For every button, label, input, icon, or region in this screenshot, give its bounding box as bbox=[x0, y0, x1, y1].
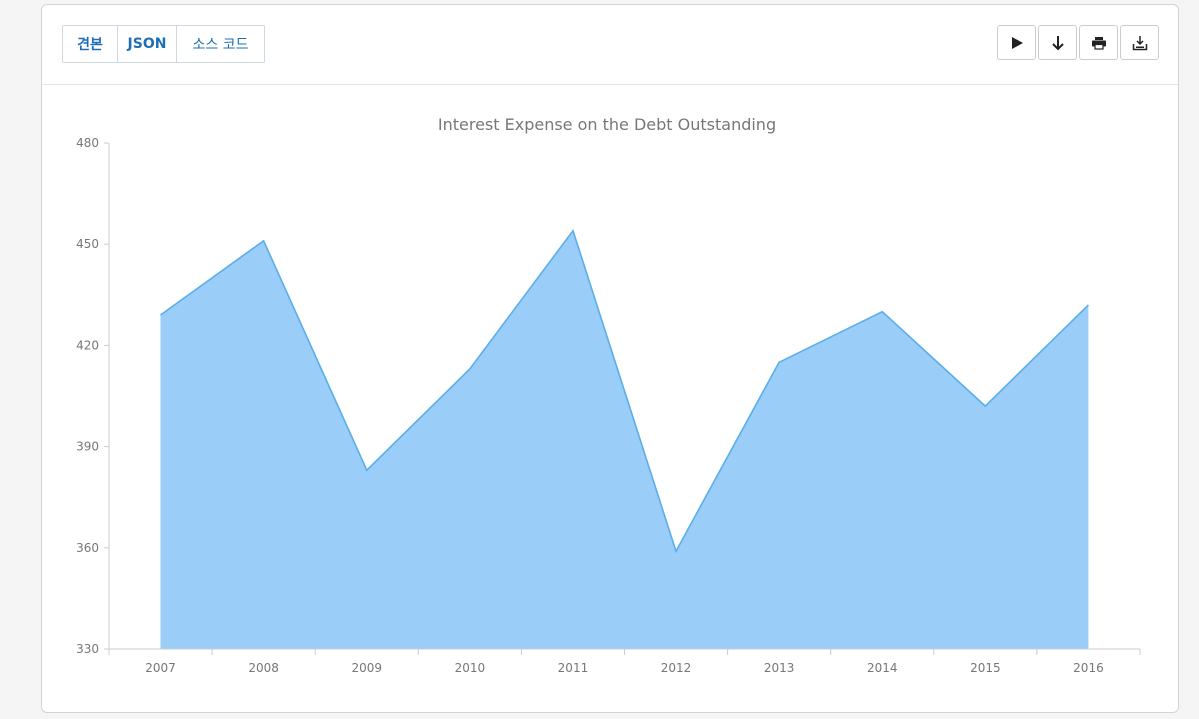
y-tick-label: 480 bbox=[76, 136, 99, 150]
series-line bbox=[160, 228, 1089, 554]
print-icon bbox=[1091, 36, 1106, 50]
area-chart: Interest Expense on the Debt Outstanding… bbox=[76, 115, 1141, 675]
arrow-down-button[interactable] bbox=[1038, 25, 1077, 60]
action-buttons bbox=[997, 25, 1159, 60]
y-tick-label: 390 bbox=[76, 440, 99, 454]
arrow-down-icon bbox=[1051, 35, 1064, 50]
play-button[interactable] bbox=[997, 25, 1036, 60]
x-tick-label: 2014 bbox=[867, 661, 898, 675]
area-fill bbox=[160, 230, 1089, 649]
x-tick-label: 2013 bbox=[764, 661, 795, 675]
tab-sample[interactable]: 견본 bbox=[63, 26, 118, 62]
y-tick-label: 450 bbox=[76, 237, 99, 251]
x-tick-label: 2015 bbox=[970, 661, 1001, 675]
y-tick-label: 360 bbox=[76, 541, 99, 555]
toolbar: 견본 JSON 소스 코드 bbox=[42, 5, 1178, 85]
plot-area: 330 360 390 420 450 480 2007 2008 2009 2010 2011 20… bbox=[76, 136, 1141, 675]
x-tick-label: 2010 bbox=[455, 661, 486, 675]
print-button[interactable] bbox=[1079, 25, 1118, 60]
x-tick-label: 2007 bbox=[145, 661, 176, 675]
download-icon bbox=[1132, 35, 1147, 50]
x-tick-label: 2012 bbox=[661, 661, 692, 675]
x-tick-label: 2016 bbox=[1073, 661, 1104, 675]
y-tick-label: 420 bbox=[76, 338, 99, 352]
x-tick-label: 2011 bbox=[558, 661, 589, 675]
x-tick-label: 2008 bbox=[248, 661, 279, 675]
tab-json[interactable]: JSON bbox=[118, 26, 177, 62]
chart-title: Interest Expense on the Debt Outstanding bbox=[438, 115, 776, 134]
chart-card: 견본 JSON 소스 코드 bbox=[41, 4, 1179, 713]
x-tick-label: 2009 bbox=[351, 661, 382, 675]
y-tick-label: 330 bbox=[76, 642, 99, 656]
view-tabs: 견본 JSON 소스 코드 bbox=[62, 25, 265, 63]
tab-source-code[interactable]: 소스 코드 bbox=[192, 37, 249, 53]
download-button[interactable] bbox=[1120, 25, 1159, 60]
play-icon bbox=[1011, 36, 1023, 49]
